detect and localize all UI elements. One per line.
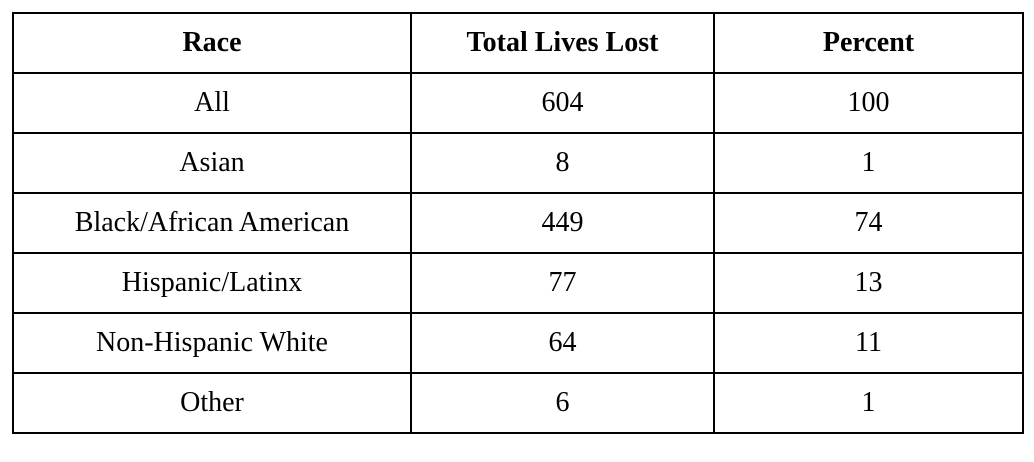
table-cell: 100 bbox=[713, 72, 1024, 134]
table-cell: Hispanic/Latinx bbox=[12, 252, 412, 314]
header-cell: Race bbox=[12, 12, 412, 74]
table-cell: 13 bbox=[713, 252, 1024, 314]
table-cell: 6 bbox=[410, 372, 715, 434]
table-cell: 11 bbox=[713, 312, 1024, 374]
table-row: Black/African American 449 74 bbox=[12, 192, 1024, 254]
table-body: All 604 100 Asian 8 1 Black/African American 44… bbox=[12, 72, 1024, 434]
table-cell: 604 bbox=[410, 72, 715, 134]
table-cell: 1 bbox=[713, 132, 1024, 194]
table-cell: All bbox=[12, 72, 412, 134]
table-cell: Asian bbox=[12, 132, 412, 194]
table-cell: Other bbox=[12, 372, 412, 434]
table-cell: Black/African American bbox=[12, 192, 412, 254]
table-row: Asian 8 1 bbox=[12, 132, 1024, 194]
table-cell: 64 bbox=[410, 312, 715, 374]
header-cell: Percent bbox=[713, 12, 1024, 74]
table-cell: 449 bbox=[410, 192, 715, 254]
table-row: Non-Hispanic White 64 11 bbox=[12, 312, 1024, 374]
table-row: Hispanic/Latinx 77 13 bbox=[12, 252, 1024, 314]
table-cell: 77 bbox=[410, 252, 715, 314]
header-cell: Total Lives Lost bbox=[410, 12, 715, 74]
table-cell: Non-Hispanic White bbox=[12, 312, 412, 374]
table-header: Race Total Lives Lost Percent bbox=[12, 12, 1024, 74]
table-cell: 74 bbox=[713, 192, 1024, 254]
table: Race Total Lives Lost Percent All 604 100 Asi… bbox=[12, 12, 1024, 434]
table-row: All 604 100 bbox=[12, 72, 1024, 134]
header-row: Race Total Lives Lost Percent bbox=[12, 12, 1024, 74]
table-cell: 1 bbox=[713, 372, 1024, 434]
table-row: Other 6 1 bbox=[12, 372, 1024, 434]
table-cell: 8 bbox=[410, 132, 715, 194]
